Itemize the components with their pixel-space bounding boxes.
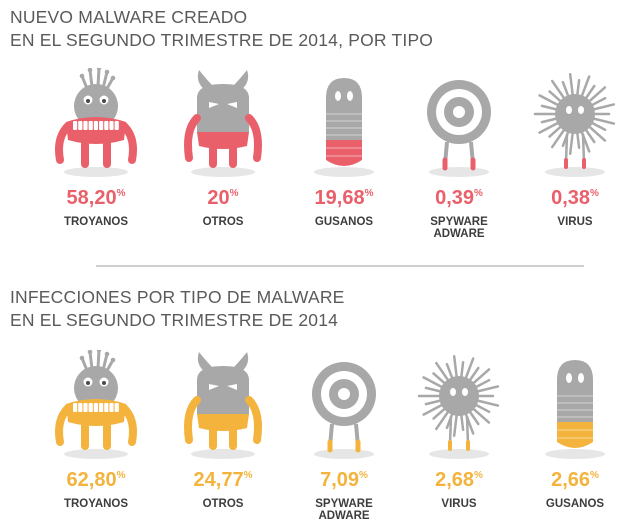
value-label: 20% [207, 187, 238, 209]
infections-row: 62,80% TROYANOS 24,77% OTROS 7,09% SPYWARE ADW… [0, 350, 639, 520]
malware-item-troyanos: 62,80% TROYANOS [55, 350, 137, 510]
chart-title-line: INFECCIONES POR TIPO DE MALWARE [10, 287, 345, 307]
malware-item-virus: 0,38% VIRUS [533, 73, 616, 228]
value-label: 58,20% [67, 187, 126, 209]
spiky-virus-monster-icon [417, 355, 500, 459]
category-label: SPYWARE [315, 498, 373, 510]
category-label: TROYANOS [64, 216, 128, 228]
malware-item-otros: 20% OTROS [184, 70, 262, 228]
value-label: 0,39% [435, 187, 483, 209]
category-label: SPYWARE [430, 216, 488, 228]
value-label: 2,66% [551, 469, 599, 491]
new-malware-chart: 58,20% TROYANOS 20% OTROS 19,68% GUSANOS 0,39%… [55, 68, 616, 238]
chart-title-infections: INFECCIONES POR TIPO DE MALWARE EN EL SE… [10, 286, 345, 332]
category-label: TROYANOS [64, 498, 128, 510]
chart-title-line: EN EL SEGUNDO TRIMESTRE DE 2014 [10, 310, 339, 330]
category-label: GUSANOS [546, 498, 604, 510]
chart-title-line: EN EL SEGUNDO TRIMESTRE DE 2014, POR TIP… [10, 30, 434, 50]
category-label: VIRUS [441, 498, 476, 510]
new-malware-row: 58,20% TROYANOS 20% OTROS 19,68% GUSANOS 0,39%… [0, 68, 639, 238]
horned-monster-icon [184, 352, 262, 459]
eyeball-monster-icon [312, 362, 376, 459]
value-label: 0,38% [551, 187, 599, 209]
category-label: ADWARE [433, 228, 484, 238]
malware-item-gusanos: 19,68% GUSANOS [314, 78, 374, 228]
horned-monster-icon [184, 70, 262, 177]
infections-chart: 62,80% TROYANOS 24,77% OTROS 7,09% SPYWAREADW… [55, 350, 605, 520]
worm-monster-icon [545, 360, 605, 459]
spiky-virus-monster-icon [533, 73, 616, 177]
value-label: 62,80% [67, 469, 126, 491]
malware-item-virus: 2,68% VIRUS [417, 355, 500, 510]
value-label: 2,68% [435, 469, 483, 491]
category-label: OTROS [203, 498, 244, 510]
value-label: 7,09% [320, 469, 368, 491]
malware-item-troyanos: 58,20% TROYANOS [55, 68, 137, 228]
malware-item-gusanos: 2,66% GUSANOS [545, 360, 605, 510]
category-label: OTROS [203, 216, 244, 228]
chart-title-new-malware: NUEVO MALWARE CREADO EN EL SEGUNDO TRIME… [10, 6, 433, 52]
category-label: VIRUS [557, 216, 592, 228]
section-divider [96, 265, 584, 267]
trojan-monster-icon [55, 350, 137, 459]
category-label: GUSANOS [315, 216, 373, 228]
malware-item-otros: 24,77% OTROS [184, 352, 262, 510]
category-label: ADWARE [318, 510, 369, 520]
trojan-monster-icon [55, 68, 137, 177]
value-label: 24,77% [194, 469, 253, 491]
worm-monster-icon [314, 78, 374, 177]
eyeball-monster-icon [427, 80, 491, 177]
chart-title-line: NUEVO MALWARE CREADO [10, 7, 248, 27]
value-label: 19,68% [315, 187, 374, 209]
